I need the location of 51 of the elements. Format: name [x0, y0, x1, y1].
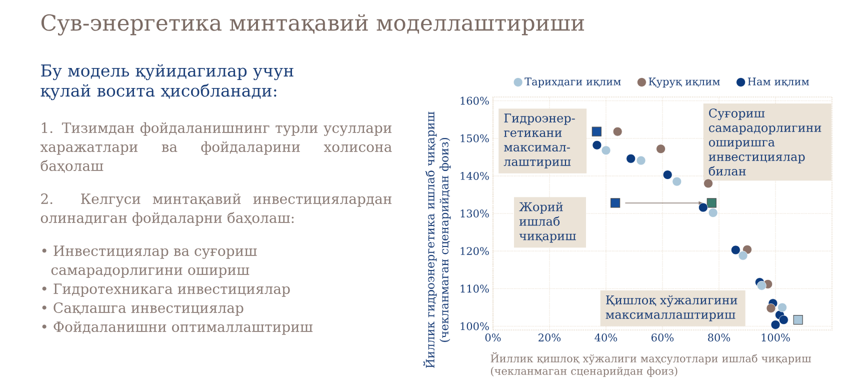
text: 2. Келгуси минтақавий инвестициялардан олинадиган фойдаларни баҳолаш: — [40, 193, 392, 226]
text: Бу модель қуйидагилар учун қулай восита ҳисобланади: — [40, 64, 294, 100]
point — [698, 202, 708, 212]
point — [708, 208, 718, 218]
point — [656, 144, 666, 154]
point — [592, 140, 602, 150]
y-tick-label: 120% — [460, 247, 489, 256]
annotation: Қишлоқ хўжалигини максималлаштириш — [606, 295, 738, 322]
text: • Сақлашга инвестициялар — [42, 302, 244, 316]
point — [738, 250, 748, 260]
point — [592, 126, 602, 136]
legend-label: Қуруқ иқлим — [648, 78, 720, 88]
y-tick-label: 160% — [460, 96, 489, 105]
x-tick-label: 60% — [652, 334, 674, 342]
point — [766, 303, 776, 313]
x-tick-label: 40% — [594, 334, 618, 342]
y-tick-label: 100% — [460, 322, 489, 330]
point — [626, 154, 636, 164]
x-tick-label: 100% — [762, 334, 790, 342]
y-tick-label: 140% — [460, 172, 489, 180]
text: • Инвестициялар ва суғориш самарадорлигини ошириш — [42, 246, 257, 278]
text: • Гидротехникага инвестициялар — [42, 284, 290, 297]
point — [610, 198, 620, 208]
annotation: Гидроэнер-гетикани максимал-лаштириш — [504, 114, 575, 168]
x-tick-label: 80% — [708, 334, 730, 342]
text: • Фойдаланишни оптималлаштириш — [42, 321, 313, 335]
annotation: Жорий ишлаб чиқариш — [519, 202, 576, 243]
point — [612, 126, 622, 136]
point — [601, 146, 611, 156]
text: Сув-энергетика минтақавий моделлаштириши — [41, 14, 584, 36]
legend-label: Нам иқлим — [748, 78, 810, 87]
point — [672, 176, 682, 186]
y-tick-label: 110% — [460, 284, 489, 293]
point — [770, 320, 780, 330]
point — [662, 170, 672, 180]
x-tick-label: 0% — [485, 334, 501, 342]
y-tick-label: 150% — [460, 134, 489, 142]
x-tick-label: 20% — [538, 334, 561, 342]
point — [778, 315, 788, 325]
legend-label: Тарихдаги иқлим — [524, 78, 621, 88]
x-axis-title: Йиллик қишлоқ хўжалиги маҳсулотлари ишлаб чиқариш (чекланмаган сценарийдан фоиз) — [490, 352, 812, 377]
y-tick-label: 130% — [460, 210, 489, 218]
point — [756, 280, 766, 290]
point — [778, 302, 787, 312]
y-axis-title: Йиллик гидроэнергетика ишлаб чиқариш (чекланмаган сценарийдан фоиз) — [423, 112, 451, 368]
point — [730, 245, 740, 255]
point — [636, 156, 646, 166]
point — [704, 178, 713, 188]
annotation: Суғориш самарадорлигини оширишга инвестициялар билан — [708, 108, 822, 176]
text: 1. Тизимдан фойдаланишнинг турли усуллари харажатлари ва фойдаларини холисона баҳолаш — [40, 122, 392, 173]
point — [706, 198, 716, 208]
